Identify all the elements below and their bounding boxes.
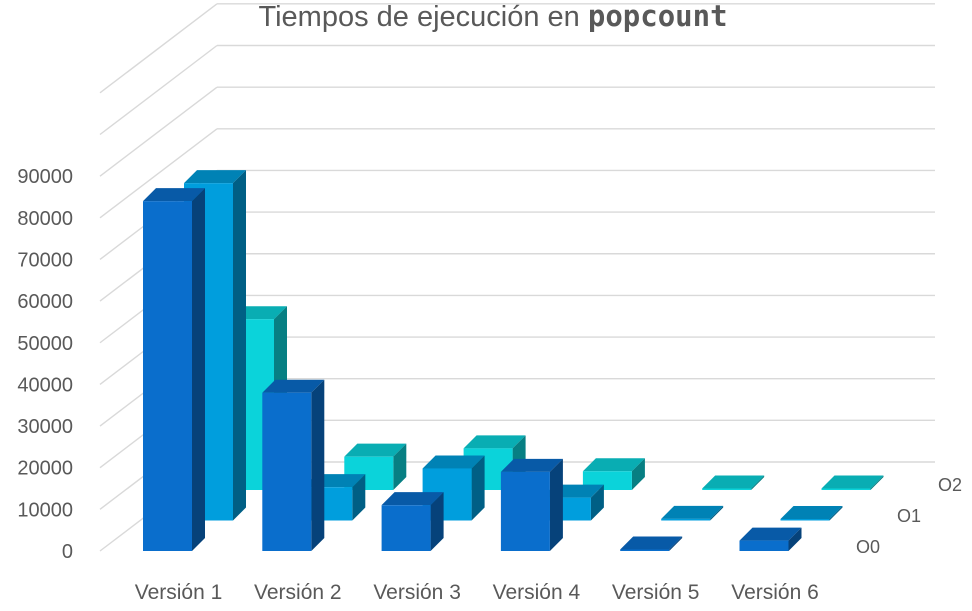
bars bbox=[143, 170, 884, 551]
chart-title: Tiempos de ejecución en popcount bbox=[258, 0, 727, 33]
series-labels: O0 O1 O2 bbox=[856, 475, 962, 557]
y-tick-label: 30000 bbox=[17, 416, 73, 438]
chart-title-prefix: Tiempos de ejecución en bbox=[258, 1, 587, 33]
category-label: Versión 6 bbox=[731, 581, 819, 604]
gridline-diagonal bbox=[99, 3, 218, 94]
y-tick-label: 50000 bbox=[17, 333, 73, 355]
bar-O2-4 bbox=[582, 458, 645, 490]
bar-O2-6 bbox=[821, 475, 884, 490]
category-labels: Versión 1 Versión 2 Versión 3 Versión 4 Vers… bbox=[135, 581, 819, 604]
bar-O0-6 bbox=[739, 527, 802, 551]
category-label: Versión 3 bbox=[373, 581, 461, 604]
bar-O0-2 bbox=[262, 379, 325, 551]
category-label: Versión 1 bbox=[135, 581, 223, 604]
y-axis-tick-labels: 0 10000 20000 30000 40000 50000 60000 70000 8000… bbox=[17, 166, 73, 563]
bar-O1-6 bbox=[780, 506, 843, 521]
y-tick-label: 90000 bbox=[17, 166, 73, 188]
bar-O0-4 bbox=[500, 458, 563, 551]
bar-O0-5 bbox=[620, 536, 683, 551]
y-tick-label: 20000 bbox=[17, 458, 73, 480]
series-label-O1: O1 bbox=[897, 506, 921, 526]
gridline-diagonal bbox=[99, 44, 218, 136]
bar-O2-5 bbox=[702, 475, 765, 490]
gridline-diagonal bbox=[99, 128, 218, 219]
category-label: Versión 2 bbox=[254, 581, 342, 604]
category-label: Versión 5 bbox=[612, 581, 700, 604]
category-label: Versión 4 bbox=[493, 581, 581, 604]
bar-O0-3 bbox=[381, 492, 444, 551]
y-tick-label: 70000 bbox=[17, 249, 73, 271]
gridline-diagonal bbox=[99, 86, 218, 177]
y-tick-label: 60000 bbox=[17, 291, 73, 313]
y-tick-label: 0 bbox=[62, 541, 73, 563]
series-label-O0: O0 bbox=[856, 537, 880, 557]
series-label-O2: O2 bbox=[938, 475, 962, 495]
bar-O1-5 bbox=[661, 505, 724, 521]
y-tick-label: 10000 bbox=[17, 499, 73, 521]
chart-title-emphasis: popcount bbox=[588, 0, 728, 33]
y-tick-label: 40000 bbox=[17, 374, 73, 396]
bar-O0-1 bbox=[143, 188, 205, 551]
y-tick-label: 80000 bbox=[17, 208, 73, 230]
